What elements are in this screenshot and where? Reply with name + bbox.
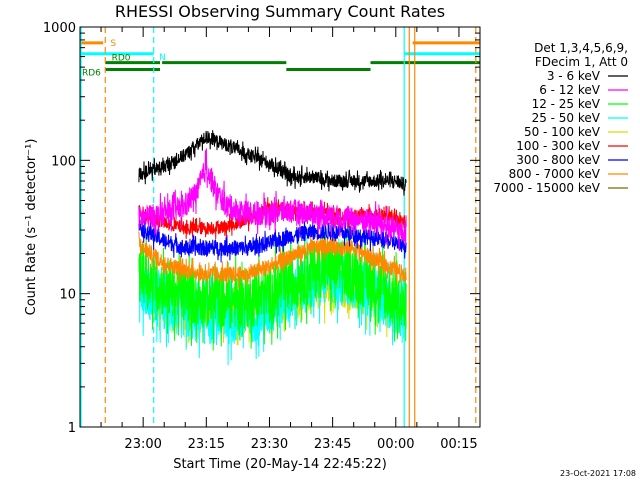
state-bar-label: RD0 — [112, 54, 131, 64]
y-tick-label: 1000 — [43, 21, 76, 36]
y-tick-label: 10 — [59, 288, 76, 303]
footer-date: 23-Oct-2021 17:08 — [560, 469, 636, 478]
x-axis-ticks: 23:00 23:15 23:30 23:45 00:00 00:15 — [79, 27, 481, 452]
legend-entry: 12 - 25 keV — [532, 97, 601, 111]
legend-entry: 100 - 300 keV — [516, 139, 600, 153]
series-line — [138, 197, 407, 240]
x-axis-label: Start Time (20-May-14 22:45:22) — [173, 457, 387, 472]
legend-entry: 25 - 50 keV — [532, 111, 601, 125]
legend-entry: 3 - 6 keV — [547, 69, 601, 83]
plot-frame — [79, 26, 481, 428]
series-line — [138, 231, 407, 289]
state-bar-label: S — [110, 39, 116, 49]
y-axis-ticks: 1 10 100 1000 — [43, 21, 480, 436]
state-bars: S N RD0 RD6 — [80, 39, 480, 79]
legend-entry: 300 - 800 keV — [516, 153, 600, 167]
chart-title: RHESSI Observing Summary Count Rates — [115, 2, 445, 21]
legend-header: Det 1,3,4,5,6,9, — [534, 41, 628, 55]
legend-entry: 6 - 12 keV — [539, 83, 601, 97]
x-tick-label: 23:15 — [188, 437, 225, 452]
state-bar-label: N — [159, 53, 166, 63]
legend: Det 1,3,4,5,6,9,FDecim 1, Att 03 - 6 keV… — [493, 41, 628, 195]
state-bar-label: RD6 — [82, 69, 101, 79]
x-tick-label: 00:15 — [440, 437, 477, 452]
legend-entry: 50 - 100 keV — [524, 125, 601, 139]
legend-entry: 7000 - 15000 keV — [493, 181, 600, 195]
series-lines — [138, 130, 407, 366]
x-tick-label: 23:45 — [314, 437, 351, 452]
y-axis-label: Count Rate (s⁻¹ detector⁻¹) — [24, 139, 39, 316]
series-line — [138, 216, 407, 263]
series-line — [138, 148, 407, 251]
y-tick-label: 100 — [51, 154, 76, 169]
x-tick-label: 23:00 — [124, 437, 161, 452]
legend-entry: 800 - 7000 keV — [509, 167, 601, 181]
series-line — [138, 130, 407, 196]
y-tick-label: 1 — [68, 421, 76, 436]
legend-header: FDecim 1, Att 0 — [535, 55, 628, 69]
x-tick-label: 00:00 — [377, 437, 414, 452]
x-tick-label: 23:30 — [251, 437, 288, 452]
